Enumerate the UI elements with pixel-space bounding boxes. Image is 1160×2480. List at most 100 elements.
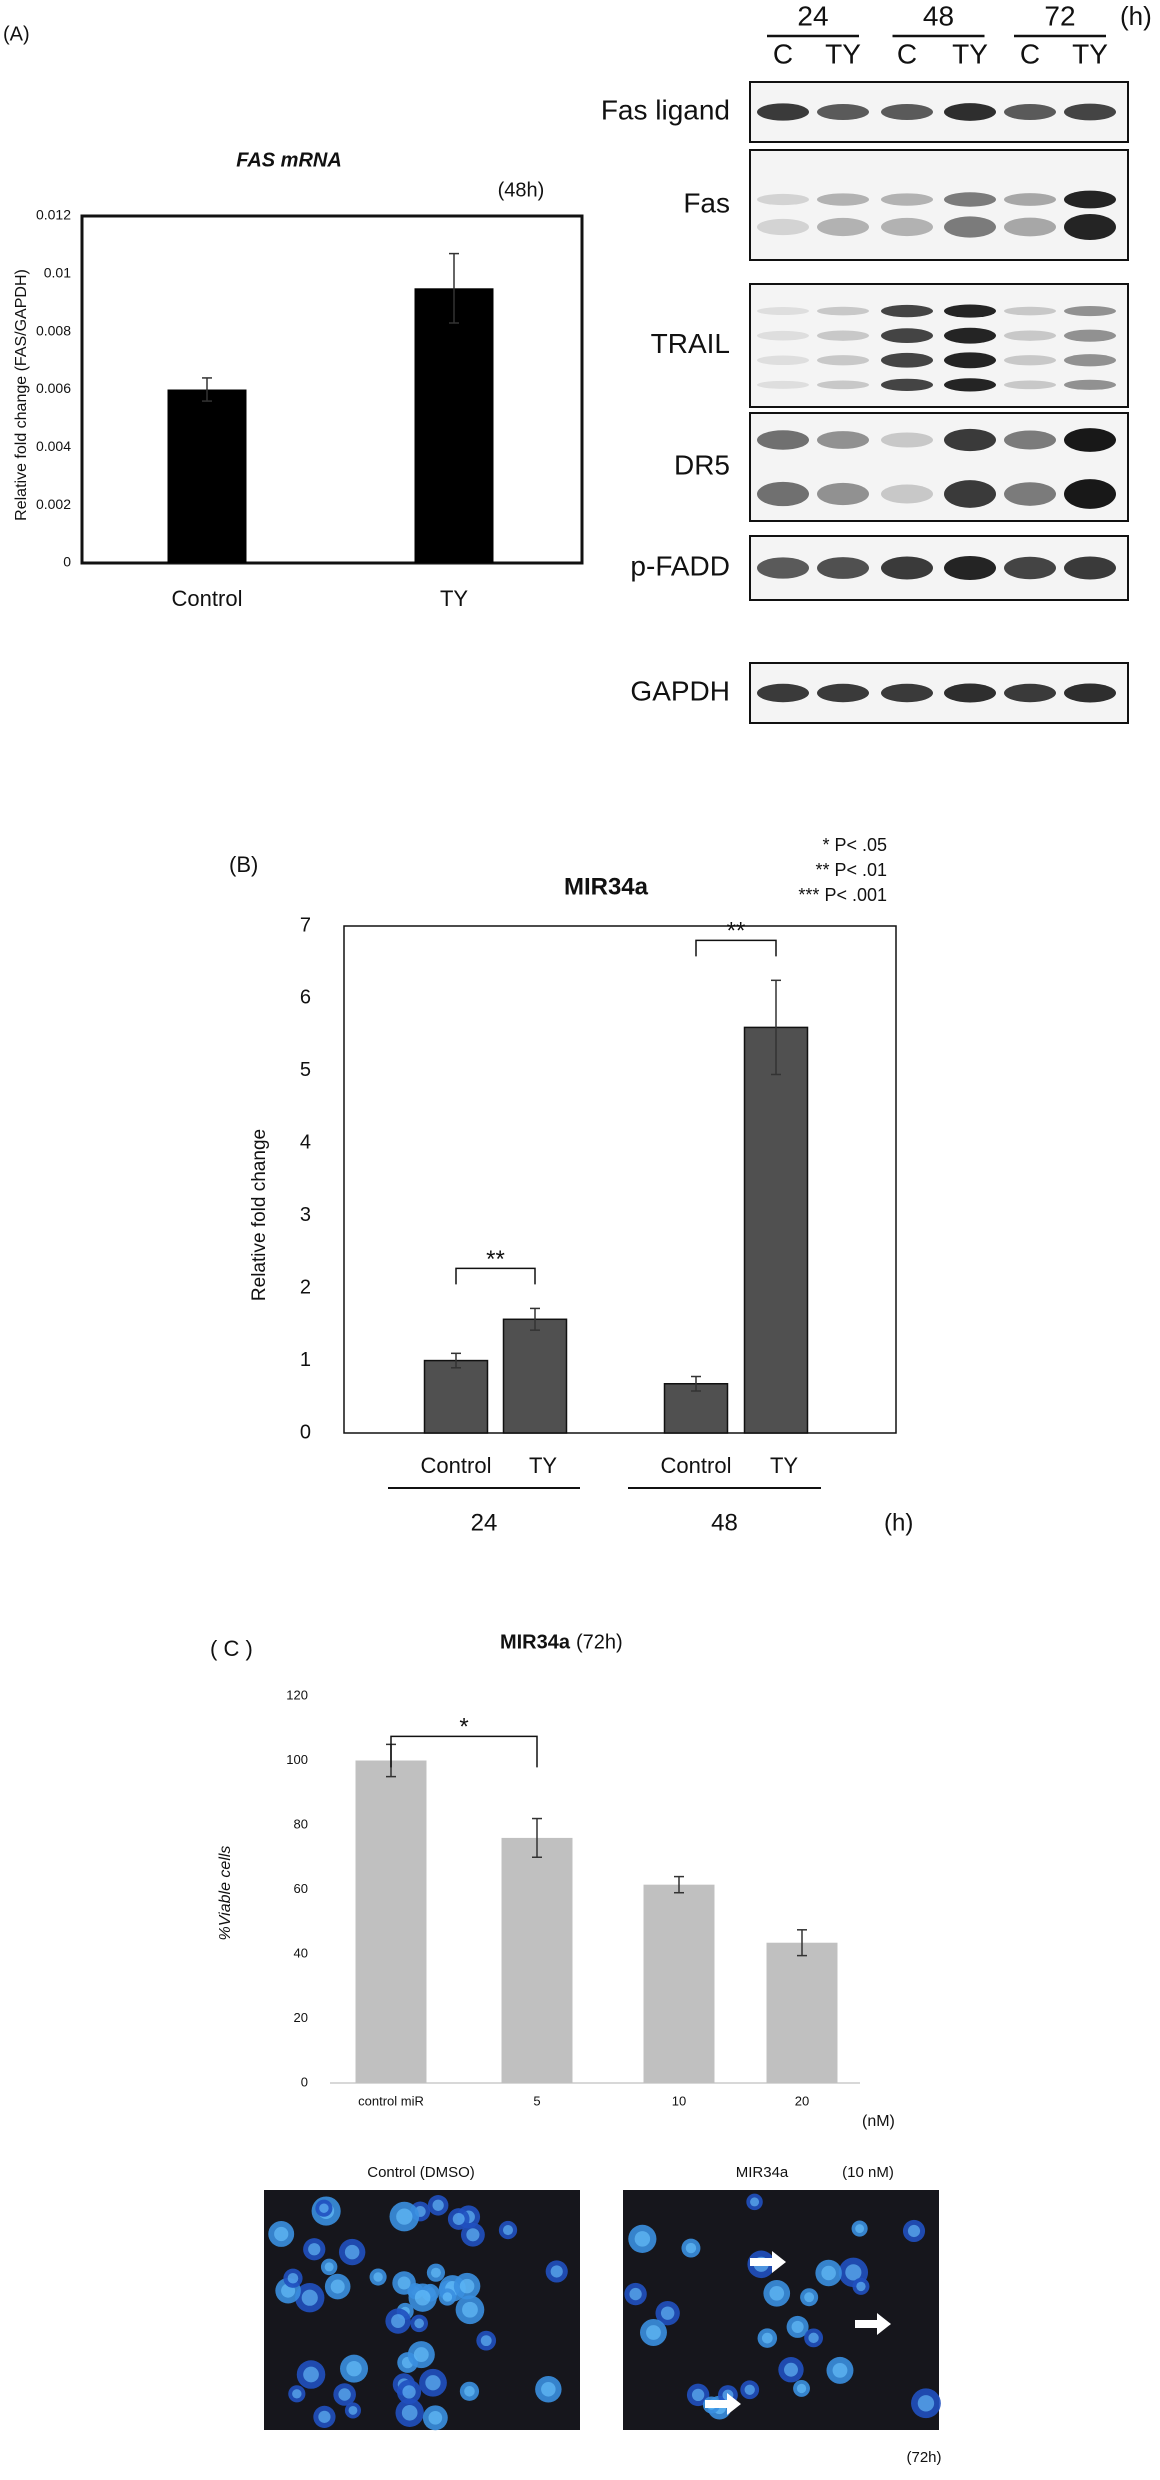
blot-band: [1004, 306, 1056, 316]
y-tick-label: 0: [63, 554, 71, 570]
chart-title: MIR34a: [564, 873, 649, 900]
cell-core: [750, 2197, 760, 2207]
cell-core: [744, 2384, 755, 2395]
cell-core: [761, 2332, 773, 2344]
blot-box: [749, 149, 1129, 261]
blot-row-label: DR5: [674, 449, 730, 480]
significance-bracket: [455, 1267, 536, 1285]
y-tick-label: 0: [300, 1421, 311, 1443]
bar: [501, 1837, 573, 2083]
significance-label: **: [486, 1246, 505, 1273]
x-tick-label: control miR: [358, 2093, 424, 2108]
chart-title: MIR34a: [500, 1631, 571, 1653]
blot-band: [817, 306, 869, 316]
y-tick-label: 0.01: [44, 265, 71, 281]
blot-time: 48: [923, 0, 954, 31]
blot-band: [944, 555, 996, 581]
chart-subtitle: (72h): [576, 1631, 623, 1653]
blot-band: [817, 431, 869, 449]
blot-band: [944, 192, 996, 207]
blot-band: [881, 683, 933, 703]
error-bar: [449, 252, 459, 324]
note: * P< .05: [822, 835, 887, 855]
cell-core: [346, 2360, 362, 2377]
y-tick-label: 7: [300, 914, 311, 936]
group-label: 48: [711, 1509, 738, 1536]
blot-band: [944, 304, 996, 318]
blot-band: [1004, 380, 1056, 390]
cell-core: [401, 2404, 418, 2421]
blot-band: [1064, 428, 1116, 452]
blot-condition: TY: [952, 38, 988, 69]
significance-bracket: [390, 1735, 538, 1768]
blot-band: [944, 378, 996, 392]
cell-core: [391, 2314, 406, 2329]
x-tick-label: 5: [533, 2093, 540, 2108]
blot-row-label: Fas ligand: [601, 94, 730, 125]
y-tick-label: 0.004: [36, 438, 71, 454]
y-tick-label: 1: [300, 1349, 311, 1371]
blot-band: [1004, 683, 1056, 703]
x-tick-label: Control: [421, 1453, 492, 1478]
blot-band: [1004, 355, 1056, 366]
cell-core: [414, 2289, 431, 2306]
error-bar: [451, 1352, 461, 1369]
blot-row-label: GAPDH: [630, 675, 730, 706]
y-tick-label: 4: [300, 1132, 311, 1154]
arrow: [750, 2251, 786, 2273]
blot-band: [817, 380, 869, 390]
y-tick-label: 5: [300, 1059, 311, 1081]
blot-band: [757, 218, 809, 236]
x-unit: (nM): [862, 2113, 895, 2130]
cell-core: [634, 2231, 651, 2247]
blot-row-label: p-FADD: [630, 550, 730, 581]
cell-core: [414, 2318, 425, 2329]
group-label: 24: [471, 1509, 498, 1536]
blot-band: [881, 193, 933, 206]
cell-core: [784, 2362, 798, 2377]
cell-core: [464, 2386, 475, 2397]
blot-band: [817, 355, 869, 366]
y-tick-label: 40: [294, 1945, 308, 1960]
blot-band: [881, 556, 933, 580]
blot-condition: C: [773, 38, 793, 69]
blot-band: [817, 193, 869, 206]
chart-title: FAS mRNA: [236, 149, 342, 171]
blot-band: [944, 480, 996, 508]
blot-band: [817, 482, 869, 506]
y-tick-label: 0.008: [36, 322, 71, 338]
cell-core: [348, 2405, 358, 2415]
micrograph-time: (72h): [906, 2449, 941, 2466]
blot-box: [749, 283, 1129, 408]
blot-condition: TY: [825, 38, 861, 69]
error-bar: [530, 1307, 540, 1331]
blot-condition: C: [897, 38, 917, 69]
micrograph-dose: (10 nM): [842, 2164, 894, 2181]
cell-core: [459, 2278, 475, 2294]
blot-band: [881, 328, 933, 344]
blot-band: [944, 352, 996, 369]
cell-core: [907, 2224, 921, 2238]
blot-band: [944, 428, 996, 452]
panel-label: (A): [3, 23, 30, 45]
cell-core: [629, 2287, 642, 2301]
blot-band: [881, 104, 933, 120]
cell-core: [550, 2265, 563, 2278]
y-tick-label: 80: [294, 1816, 308, 1831]
blot-band: [1064, 190, 1116, 209]
cell-core: [338, 2388, 351, 2401]
blot-band: [944, 216, 996, 238]
error-bar: [797, 1929, 807, 1957]
bar: [663, 1382, 729, 1434]
blot-band: [881, 378, 933, 392]
cell-core: [442, 2292, 453, 2302]
blot-band: [757, 557, 809, 579]
bar: [643, 1884, 715, 2083]
blot-time: 72: [1044, 0, 1075, 31]
cell-core: [804, 2292, 815, 2303]
arrow: [855, 2313, 891, 2335]
cell-core: [425, 2375, 441, 2391]
blot-row-label: Fas: [683, 187, 730, 218]
